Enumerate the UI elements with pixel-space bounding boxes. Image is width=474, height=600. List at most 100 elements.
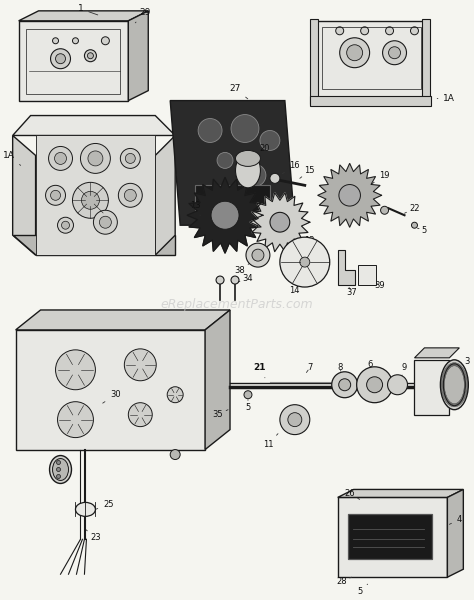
Circle shape bbox=[81, 143, 110, 173]
Ellipse shape bbox=[440, 360, 468, 410]
Circle shape bbox=[73, 182, 109, 218]
Circle shape bbox=[56, 461, 61, 464]
Text: 15: 15 bbox=[300, 166, 315, 178]
Text: 39: 39 bbox=[374, 281, 385, 290]
Ellipse shape bbox=[236, 151, 260, 166]
Circle shape bbox=[244, 391, 252, 399]
Circle shape bbox=[73, 38, 79, 44]
Circle shape bbox=[288, 413, 302, 427]
Text: 14: 14 bbox=[290, 280, 300, 295]
Bar bbox=[358, 265, 375, 285]
Circle shape bbox=[410, 27, 419, 35]
Circle shape bbox=[62, 221, 70, 229]
Circle shape bbox=[56, 475, 61, 478]
Circle shape bbox=[88, 151, 103, 166]
Polygon shape bbox=[18, 11, 148, 21]
Circle shape bbox=[124, 349, 156, 381]
Ellipse shape bbox=[75, 502, 95, 517]
Circle shape bbox=[55, 152, 66, 164]
Text: 16: 16 bbox=[282, 161, 300, 174]
Circle shape bbox=[87, 53, 93, 59]
Circle shape bbox=[167, 387, 183, 403]
Circle shape bbox=[124, 190, 137, 201]
Circle shape bbox=[339, 379, 351, 391]
Circle shape bbox=[82, 191, 100, 209]
Circle shape bbox=[211, 201, 239, 229]
Text: 25: 25 bbox=[95, 500, 114, 509]
Text: 12: 12 bbox=[298, 236, 315, 245]
Circle shape bbox=[332, 372, 358, 398]
Text: 29: 29 bbox=[135, 8, 151, 23]
Circle shape bbox=[231, 115, 259, 142]
Text: 26: 26 bbox=[344, 489, 360, 499]
Circle shape bbox=[280, 404, 310, 434]
Polygon shape bbox=[128, 11, 148, 101]
Circle shape bbox=[212, 203, 237, 228]
Circle shape bbox=[51, 49, 71, 68]
Text: 7: 7 bbox=[306, 364, 312, 373]
Circle shape bbox=[216, 276, 224, 284]
Text: 22: 22 bbox=[404, 204, 420, 213]
Bar bbox=[422, 19, 430, 104]
Text: 30: 30 bbox=[103, 390, 121, 403]
Circle shape bbox=[118, 184, 142, 207]
Circle shape bbox=[128, 403, 152, 427]
Circle shape bbox=[381, 206, 389, 214]
Polygon shape bbox=[205, 310, 230, 449]
Bar bbox=[322, 27, 421, 89]
Circle shape bbox=[280, 237, 330, 287]
Text: 5: 5 bbox=[357, 584, 368, 596]
Text: 19: 19 bbox=[372, 171, 390, 184]
Text: eReplacementParts.com: eReplacementParts.com bbox=[161, 298, 313, 311]
Circle shape bbox=[84, 50, 96, 62]
Text: 13: 13 bbox=[190, 201, 201, 215]
Ellipse shape bbox=[236, 153, 260, 188]
Text: 34: 34 bbox=[238, 274, 253, 283]
Text: 37: 37 bbox=[346, 287, 357, 296]
Text: 9: 9 bbox=[401, 364, 407, 377]
Text: 5: 5 bbox=[418, 226, 427, 235]
Circle shape bbox=[270, 173, 280, 184]
Circle shape bbox=[51, 190, 61, 200]
Text: 21: 21 bbox=[254, 364, 266, 378]
Text: 2: 2 bbox=[431, 350, 439, 364]
Circle shape bbox=[48, 146, 73, 170]
Circle shape bbox=[361, 27, 369, 35]
Text: 20: 20 bbox=[255, 144, 270, 155]
Circle shape bbox=[246, 243, 270, 267]
Circle shape bbox=[120, 148, 140, 169]
Text: 4: 4 bbox=[449, 515, 462, 524]
Ellipse shape bbox=[50, 455, 72, 484]
Circle shape bbox=[346, 45, 363, 61]
Text: 1: 1 bbox=[78, 4, 98, 15]
Polygon shape bbox=[318, 163, 382, 227]
Circle shape bbox=[270, 212, 290, 232]
Text: 38: 38 bbox=[235, 263, 250, 275]
Polygon shape bbox=[155, 136, 175, 255]
Circle shape bbox=[217, 152, 233, 169]
Circle shape bbox=[339, 185, 360, 206]
Circle shape bbox=[385, 27, 393, 35]
Polygon shape bbox=[337, 490, 463, 497]
Circle shape bbox=[252, 249, 264, 261]
Bar bbox=[36, 136, 155, 255]
Polygon shape bbox=[18, 21, 128, 101]
Circle shape bbox=[244, 164, 266, 187]
Circle shape bbox=[356, 367, 392, 403]
Circle shape bbox=[366, 377, 383, 393]
Circle shape bbox=[389, 47, 401, 59]
Circle shape bbox=[300, 257, 310, 267]
Circle shape bbox=[388, 375, 408, 395]
Text: 3: 3 bbox=[461, 358, 470, 368]
Circle shape bbox=[231, 276, 239, 284]
Circle shape bbox=[53, 38, 58, 44]
Circle shape bbox=[57, 402, 93, 437]
Circle shape bbox=[411, 222, 418, 228]
Circle shape bbox=[336, 27, 344, 35]
Circle shape bbox=[56, 467, 61, 472]
Text: 23: 23 bbox=[85, 529, 101, 542]
Polygon shape bbox=[16, 330, 205, 449]
Polygon shape bbox=[414, 360, 449, 415]
Polygon shape bbox=[170, 101, 295, 225]
Polygon shape bbox=[447, 490, 463, 577]
